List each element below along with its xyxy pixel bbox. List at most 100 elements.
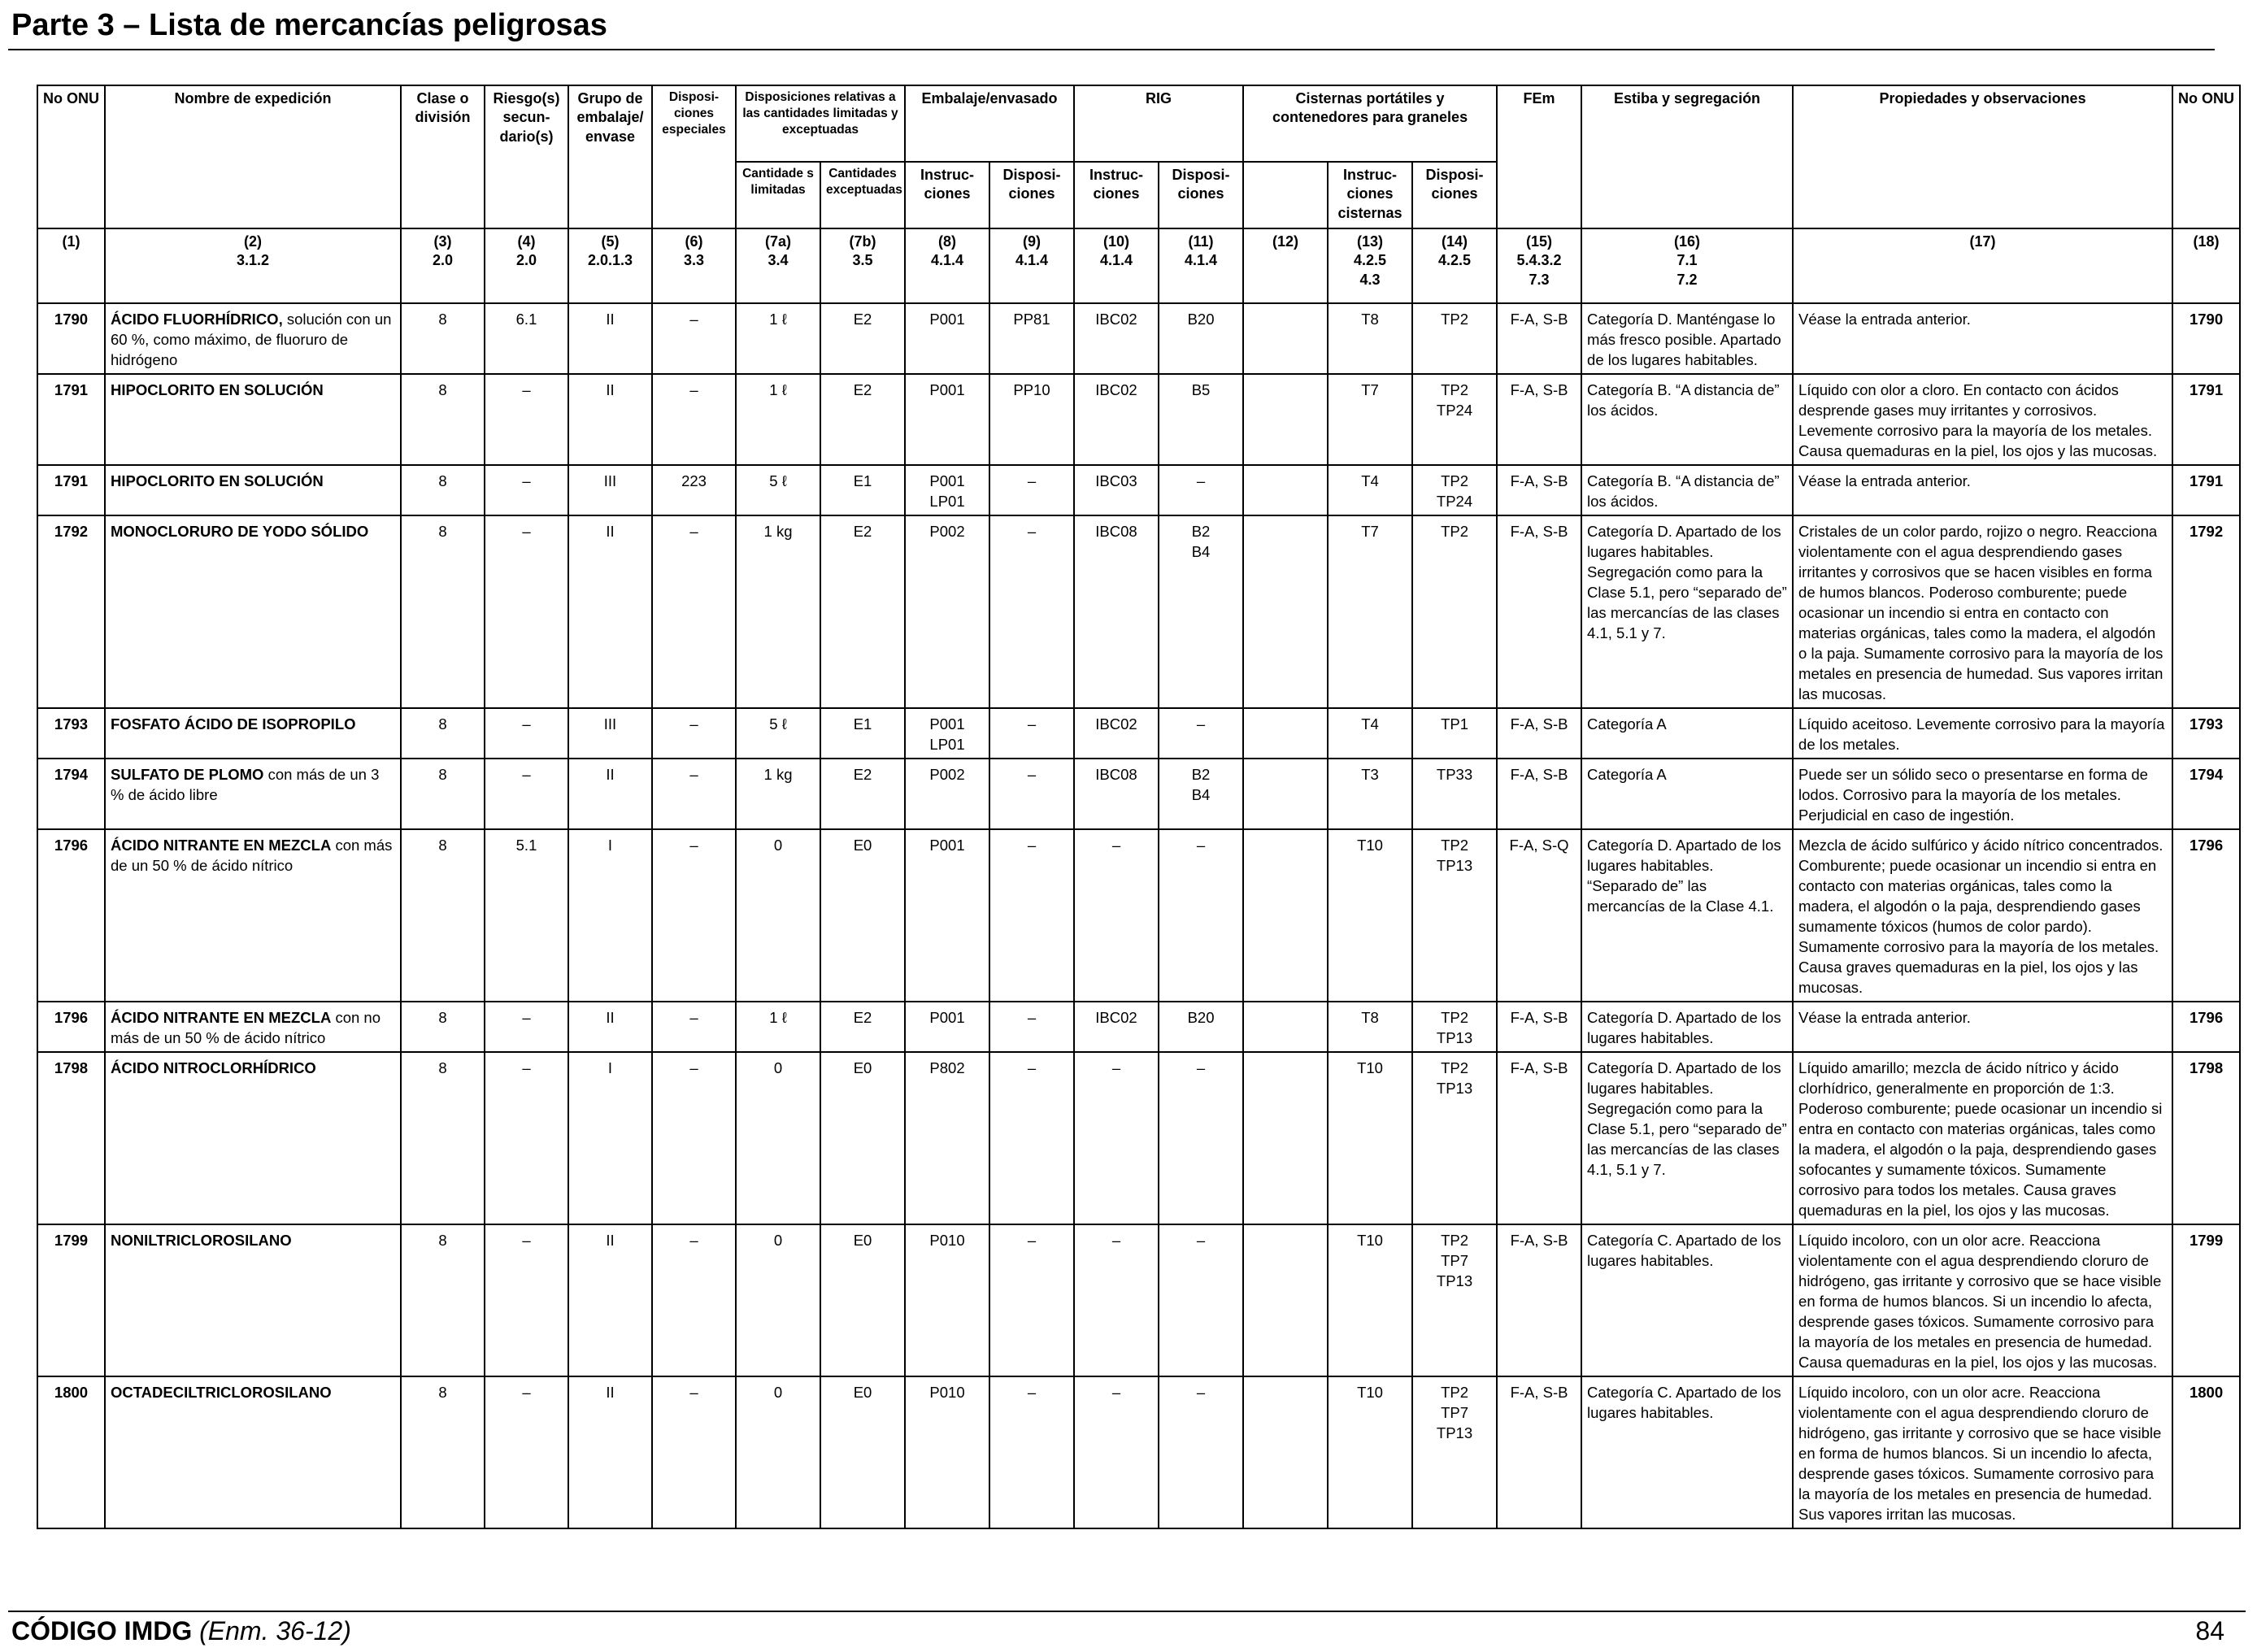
packing-group-cell: II [568,1376,653,1529]
table-body: 1790 ÁCIDO FLUORHÍDRICO, solución con un … [37,302,2242,1529]
reference-cell: (6) 3.3 [651,228,737,304]
un-number-cell: 1796 [37,828,106,1002]
packing-provision-cell: – [989,1376,1076,1529]
reference-number: (12) [1272,233,1299,250]
packing-instruction-cell: P001 [904,373,991,466]
tank-provision-cell: TP2 TP7 TP13 [1411,1376,1498,1529]
excepted-quantity-cell: E2 [819,1001,907,1053]
excepted-quantity-cell: E0 [819,1376,907,1529]
proper-shipping-name-cell: ÁCIDO FLUORHÍDRICO, solución con un 60 %… [104,302,402,375]
name-bold: MONOCLORURO DE YODO SÓLIDO [111,523,369,540]
tank-provision-cell: TP2 TP13 [1411,828,1498,1002]
subsidiary-risk-cell: – [484,1051,569,1225]
reference-cell: (8) 4.1.4 [904,228,991,304]
class-cell: 8 [400,1001,485,1053]
properties-cell: Líquido amarillo; mezcla de ácido nítric… [1792,1051,2174,1225]
tank-instruction-cell: T10 [1327,1376,1414,1529]
un-number-cell: 1792 [37,515,106,709]
reference-number: (14) [1442,233,1468,250]
packing-group-cell: II [568,1001,653,1053]
reference-cell: (9) 4.1.4 [989,228,1076,304]
column-12-cell [1242,758,1329,830]
subsidiary-risk-cell: – [484,1224,569,1377]
subsidiary-risk-cell: – [484,707,569,759]
reference-section: 4.1.4 [1185,252,1218,269]
limited-quantity-cell: 0 [735,1376,821,1529]
special-provisions-cell: – [651,302,737,375]
table-row: 1796 ÁCIDO NITRANTE EN MEZCLA con más de … [37,828,2242,1002]
ibc-instruction-cell: IBC08 [1073,758,1160,830]
un-number-cell: 1799 [37,1224,106,1377]
tank-provision-cell: TP33 [1411,758,1498,830]
un-number-right-cell: 1799 [2172,1224,2242,1377]
header-cisternas-instrucciones: Instruc- ciones cisternas [1327,161,1414,229]
column-12-cell [1242,707,1329,759]
class-cell: 8 [400,1376,485,1529]
ems-cell: F-A, S-B [1496,1224,1583,1377]
reference-row: (1) (2) 3.1.2 (3) 2.0 (4) 2.0 (5) 2.0.1.3 (6) 3.3(… [37,228,2242,304]
reference-section: 3.3 [683,252,705,269]
header-rig-instrucciones: Instruc- ciones [1073,161,1160,229]
excepted-quantity-cell: E1 [819,707,907,759]
limited-quantity-cell: 0 [735,828,821,1002]
limited-quantity-cell: 0 [735,1224,821,1377]
stowage-segregation-cell: Categoría C. Apartado de los lugares hab… [1581,1376,1794,1529]
un-number-cell: 1796 [37,1001,106,1053]
header-cisternas-blank [1242,161,1329,229]
packing-instruction-cell: P001 LP01 [904,707,991,759]
excepted-quantity-cell: E0 [819,1051,907,1225]
excepted-quantity-cell: E2 [819,302,907,375]
reference-number: (7a) [764,233,791,250]
name-regular: con más de un 3 % de ácido libre [111,766,380,803]
packing-provision-cell: – [989,828,1076,1002]
un-number-right-cell: 1792 [2172,515,2242,709]
tank-instruction-cell: T8 [1327,1001,1414,1053]
packing-group-cell: II [568,515,653,709]
name-bold: FOSFATO ÁCIDO DE ISOPROPILO [111,715,356,733]
subsidiary-risk-cell: – [484,1376,569,1529]
special-provisions-cell: – [651,1224,737,1377]
un-number-right-cell: 1791 [2172,373,2242,466]
reference-number: (18) [2193,233,2220,250]
special-provisions-cell: – [651,828,737,1002]
excepted-quantity-cell: E2 [819,515,907,709]
header-embalaje-disposiciones: Disposi- ciones [989,161,1076,229]
properties-cell: Véase la entrada anterior. [1792,302,2174,375]
header-no-onu: No ONU [37,85,106,229]
column-12-cell [1242,1051,1329,1225]
name-bold: HIPOCLORITO EN SOLUCIÓN [111,472,324,489]
reference-cell: (11) 4.1.4 [1158,228,1245,304]
stowage-segregation-cell: Categoría D. Manténgase lo más fresco po… [1581,302,1794,375]
column-reference-row: (1) (2) 3.1.2 (3) 2.0 (4) 2.0 (5) 2.0.1.3 (6) 3.3(… [37,228,2242,304]
ibc-provision-cell: – [1158,828,1245,1002]
column-12-cell [1242,1224,1329,1377]
properties-cell: Véase la entrada anterior. [1792,464,2174,516]
packing-instruction-cell: P802 [904,1051,991,1225]
subsidiary-risk-cell: 5.1 [484,828,569,1002]
special-provisions-cell: – [651,515,737,709]
reference-section: 4.2.5 [1438,252,1472,269]
excepted-quantity-cell: E2 [819,758,907,830]
reference-section: 4.2.5 4.3 [1354,252,1387,288]
un-number-cell: 1793 [37,707,106,759]
packing-instruction-cell: P001 [904,828,991,1002]
name-regular: solución con un 60 %, como máximo, de fl… [111,311,392,368]
ibc-provision-cell: – [1158,464,1245,516]
column-12-cell [1242,1376,1329,1529]
table-row: 1793 FOSFATO ÁCIDO DE ISOPROPILO 8– III –5 ℓ… [37,707,2242,759]
packing-instruction-cell: P001 [904,302,991,375]
ibc-instruction-cell: IBC08 [1073,515,1160,709]
un-number-right-cell: 1796 [2172,828,2242,1002]
header-embalaje: Embalaje/envasado [904,85,1076,163]
excepted-quantity-cell: E2 [819,373,907,466]
special-provisions-cell: 223 [651,464,737,516]
special-provisions-cell: – [651,1376,737,1529]
reference-cell: (7b) 3.5 [819,228,907,304]
class-cell: 8 [400,758,485,830]
footer-rule [8,1611,2246,1612]
ibc-provision-cell: B2 B4 [1158,758,1245,830]
header-cisternas-disposiciones: Disposi- ciones [1411,161,1498,229]
ibc-instruction-cell: – [1073,1376,1160,1529]
limited-quantity-cell: 1 kg [735,758,821,830]
table-row: 1798 ÁCIDO NITROCLORHÍDRICO 8– I –0 E0 P802– – –… [37,1051,2242,1225]
